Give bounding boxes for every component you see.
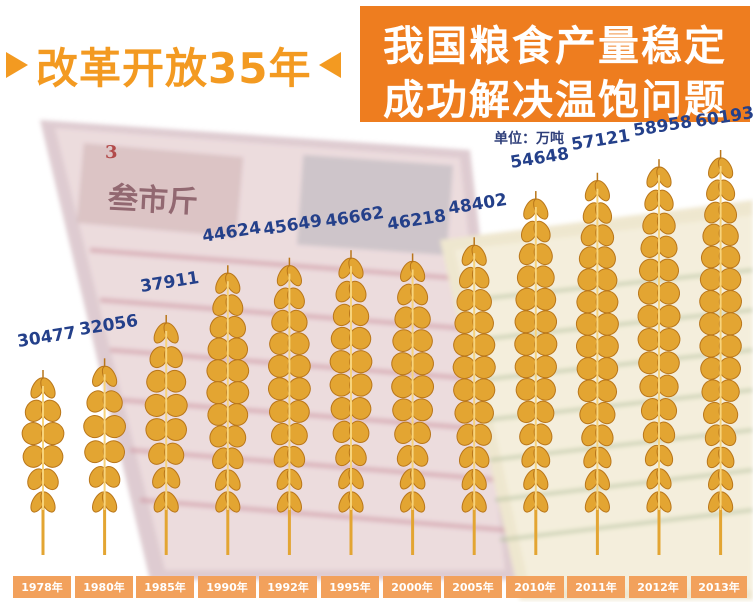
header-title-box: 我国粮食产量稳定 成功解决温饱问题	[360, 6, 750, 124]
wheat-kernel	[718, 401, 739, 424]
triangle-left-icon	[319, 52, 342, 78]
wheat-kernel	[287, 309, 308, 333]
ticket-number: 3	[105, 142, 118, 163]
year-label: 1985年	[136, 576, 194, 598]
year-label: 2010年	[506, 576, 564, 598]
year-label: 2005年	[444, 576, 502, 598]
wheat-bar-1992年	[267, 257, 311, 555]
wheat-bar-2012年	[637, 159, 681, 555]
wheat-bar-1978年	[21, 370, 65, 555]
wheat-kernel	[657, 235, 678, 258]
wheat-bar-2000年	[391, 253, 435, 555]
year-label: 2011年	[567, 576, 625, 598]
wheat-kernel	[472, 423, 492, 446]
wheat-kernel	[595, 401, 616, 425]
wheat-kernel	[718, 223, 739, 246]
wheat-kernel	[225, 425, 247, 448]
year-label: 2000年	[383, 576, 441, 598]
year-label: 2013年	[691, 576, 747, 598]
year-label: 1992年	[259, 576, 317, 598]
year-label: 1995年	[321, 576, 379, 598]
wheat-bar-2013年	[699, 150, 743, 555]
wheat-kernel	[41, 399, 62, 422]
wheat-kernel	[287, 422, 308, 446]
wheat-bar-1980年	[83, 358, 126, 555]
wheat-kernel	[225, 315, 246, 339]
header-left: 改革开放35年	[6, 30, 342, 100]
wheat-kernel	[102, 390, 123, 413]
wheat-bar-2011年	[575, 172, 619, 555]
year-label: 1980年	[75, 576, 133, 598]
unit-label: 单位：万吨	[494, 131, 564, 147]
wheat-kernel	[349, 303, 370, 327]
wheat-kernel	[164, 442, 185, 465]
wheat-kernel	[349, 420, 370, 443]
wheat-bar-2005年	[452, 237, 496, 555]
wheat-bar-1985年	[144, 314, 188, 555]
wheat-kernel	[410, 421, 432, 444]
wheat-bar-1995年	[329, 250, 373, 555]
wheat-kernel	[472, 289, 492, 312]
year-label: 1990年	[198, 576, 256, 598]
ticket-denomination: 叁市斤	[107, 181, 199, 221]
wheat-kernel	[533, 400, 555, 424]
year-label: 1978年	[13, 576, 71, 598]
wheat-kernel	[595, 246, 616, 269]
wheat-bar-2010年	[514, 191, 558, 555]
header-title-line-2: 成功解决温饱问题	[383, 76, 727, 124]
triangle-right-icon	[6, 52, 28, 78]
wheat-bar-1990年	[206, 265, 250, 555]
wheat-kernel	[657, 398, 678, 421]
header-title-line-1: 我国粮食产量稳定	[383, 22, 727, 70]
wheat-kernel	[410, 306, 431, 329]
header-left-title: 改革开放35年	[36, 43, 312, 93]
year-label: 2012年	[629, 576, 687, 598]
wheat-kernel	[533, 265, 555, 288]
